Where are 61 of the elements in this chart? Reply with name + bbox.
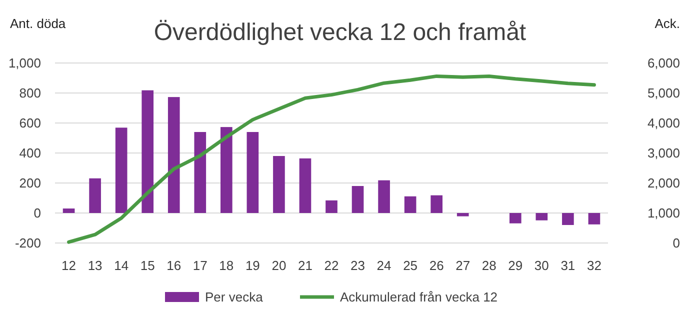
y-tick-label: 600 (19, 116, 41, 131)
bar (562, 213, 574, 225)
bar (352, 186, 364, 213)
bar (142, 90, 154, 213)
bar (168, 97, 180, 213)
y2-tick-label: 2,000 (647, 176, 680, 191)
bar (456, 213, 469, 216)
bar (299, 158, 312, 213)
y2-tick-label: 1,000 (647, 206, 680, 221)
legend-label: Per vecka (205, 290, 264, 305)
x-tick-label: 24 (376, 258, 392, 273)
x-tick-label: 31 (560, 258, 576, 273)
x-tick-label: 22 (324, 258, 339, 273)
y-tick-label: 0 (34, 206, 41, 221)
x-tick-label: 14 (114, 258, 129, 273)
chart-title: Överdödlighet vecka 12 och framåt (154, 19, 526, 46)
y2-tick-label: 6,000 (647, 56, 680, 71)
x-tick-label: 28 (482, 258, 496, 273)
x-tick-label: 27 (456, 258, 470, 273)
bar (89, 178, 101, 213)
bar (115, 128, 128, 213)
y2-tick-label: 4,000 (647, 116, 680, 131)
x-tick-label: 23 (350, 258, 366, 273)
bar (246, 132, 259, 213)
y2-tick-label: 5,000 (647, 86, 680, 101)
y2-tick-label: 3,000 (647, 146, 680, 161)
x-tick-label: 25 (403, 258, 418, 273)
x-tick-label: 13 (88, 258, 102, 273)
y-tick-label: 400 (19, 146, 41, 161)
x-tick-label: 32 (586, 258, 602, 273)
x-tick-label: 26 (429, 258, 444, 273)
bar (536, 213, 548, 220)
bar (273, 156, 285, 213)
y-axis-title: Ant. döda (10, 16, 66, 31)
y-tick-label: 200 (19, 176, 41, 191)
x-tick-label: 18 (219, 258, 234, 273)
bar (62, 208, 75, 213)
bar (194, 132, 206, 213)
x-tick-label: 20 (272, 258, 286, 273)
x-tick-label: 16 (166, 258, 182, 273)
x-tick-label: 30 (534, 258, 549, 273)
line-series (67, 74, 596, 244)
y2-axis-title: Ack. (654, 16, 680, 31)
bar (220, 127, 232, 213)
x-tick-label: 17 (192, 258, 208, 273)
legend-label: Ackumulerad från vecka 12 (340, 290, 498, 305)
bar (378, 180, 390, 213)
bar (404, 196, 416, 213)
x-tick-label: 29 (508, 258, 523, 273)
x-tick-label: 12 (62, 258, 76, 273)
bar (326, 200, 338, 213)
bar (430, 195, 442, 213)
y-tick-label: 1,000 (8, 56, 41, 71)
y-tick-label: -200 (14, 236, 41, 251)
y2-tick-label: 0 (672, 236, 680, 251)
y-tick-label: 800 (19, 86, 41, 101)
x-tick-label: 15 (140, 258, 155, 273)
bar (588, 213, 600, 224)
x-tick-label: 21 (298, 258, 312, 273)
x-tick-label: 19 (245, 258, 260, 273)
bar (509, 213, 522, 224)
